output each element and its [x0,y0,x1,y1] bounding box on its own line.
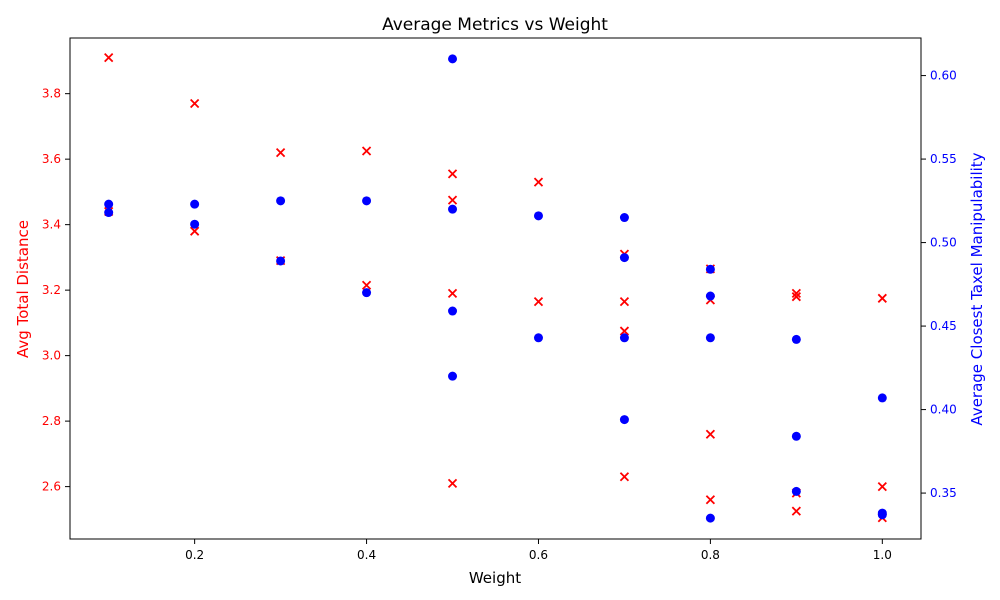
manipulability-point-circle [276,196,286,206]
manipulability-point-circle [104,208,114,218]
left-y-tick-label: 3.4 [42,218,61,232]
manipulability-point-circle [190,199,200,209]
x-axis-label: Weight [469,569,521,587]
manipulability-point-circle [448,54,458,64]
manipulability-point-circle [705,291,715,301]
distance-point-x-marker [447,169,458,179]
distance-point-x-marker [877,293,887,303]
manipulability-point-circle [705,264,715,274]
distance-point-x-marker [275,147,286,158]
right-y-axis-label: Average Closest Taxel Manipulability [968,152,986,425]
manipulability-point-circle [276,256,286,266]
manipulability-point-circle [448,204,458,214]
manipulability-point-circle [362,288,372,298]
manipulability-point-circle [791,486,801,496]
right-y-tick-label: 0.45 [930,319,957,333]
left-y-tick-label: 3.0 [42,349,61,363]
manipulability-point-circle [705,333,715,343]
distance-point-x-marker [619,326,630,336]
manipulability-point-circle [619,253,629,263]
manipulability-point-circle [533,211,543,221]
manipulability-point-circle [791,431,801,441]
right-y-tick-label: 0.40 [930,403,957,417]
left-y-tick-label: 3.8 [42,87,61,101]
right-y-tick-label: 0.35 [930,486,957,500]
distance-point-x-marker [533,296,544,307]
right-y-tick-label: 0.50 [930,236,957,250]
plot-frame [69,37,922,540]
manipulability-point-circle [190,219,200,229]
right-y-tick-label: 0.60 [930,69,957,83]
distance-point-x-marker [447,478,458,488]
distance-point-x-marker [533,177,544,187]
x-tick-label: 1.0 [873,548,892,562]
chart-title: Average Metrics vs Weight [382,15,608,35]
x-tick-label: 0.2 [185,548,204,562]
manipulability-point-circle [104,199,114,209]
distance-point-x-marker [705,429,716,439]
distance-point-x-marker [877,481,887,492]
axis-ticks: 0.2 0.4 0.6 0.8 1.0 2.6 2.8 3.0 3.2 3.4 3.6 3.8 0.35… [42,69,957,562]
manipulability-point-circle [877,393,887,403]
distance-point-x-marker [619,296,630,307]
data-marks [104,53,887,523]
distance-point-x-marker [791,506,801,516]
manipulability-point-circle [619,213,629,223]
manipulability-point-circle [448,371,458,381]
manipulability-point-circle [877,510,887,520]
left-y-tick-label: 2.8 [42,414,61,428]
manipulability-point-circle [362,196,372,206]
left-y-tick-label: 2.6 [42,480,61,494]
manipulability-point-circle [448,306,458,316]
distance-point-x-marker [705,495,716,505]
distance-point-x-marker [447,288,458,299]
manipulability-point-circle [705,513,715,523]
distance-point-x-marker [619,472,630,482]
manipulability-point-circle [533,333,543,343]
manipulability-point-circle [619,415,629,425]
x-tick-label: 0.6 [529,548,548,562]
distance-point-x-marker [190,226,200,236]
left-y-axis-label: Avg Total Distance [14,220,32,358]
distance-point-x-marker [190,98,200,109]
manipulability-point-circle [791,334,801,344]
left-y-tick-label: 3.2 [42,283,61,297]
x-tick-label: 0.4 [357,548,376,562]
right-y-tick-label: 0.55 [930,152,957,166]
x-tick-label: 0.8 [701,548,720,562]
distance-point-x-marker [104,53,114,63]
distance-point-x-marker [361,146,372,156]
distance-point-x-marker [791,292,801,302]
distance-point-x-marker [361,280,372,290]
left-y-tick-label: 3.6 [42,152,61,166]
distance-point-x-marker [447,195,458,205]
distance-point-x-marker [791,288,801,299]
manipulability-point-circle [619,333,629,343]
